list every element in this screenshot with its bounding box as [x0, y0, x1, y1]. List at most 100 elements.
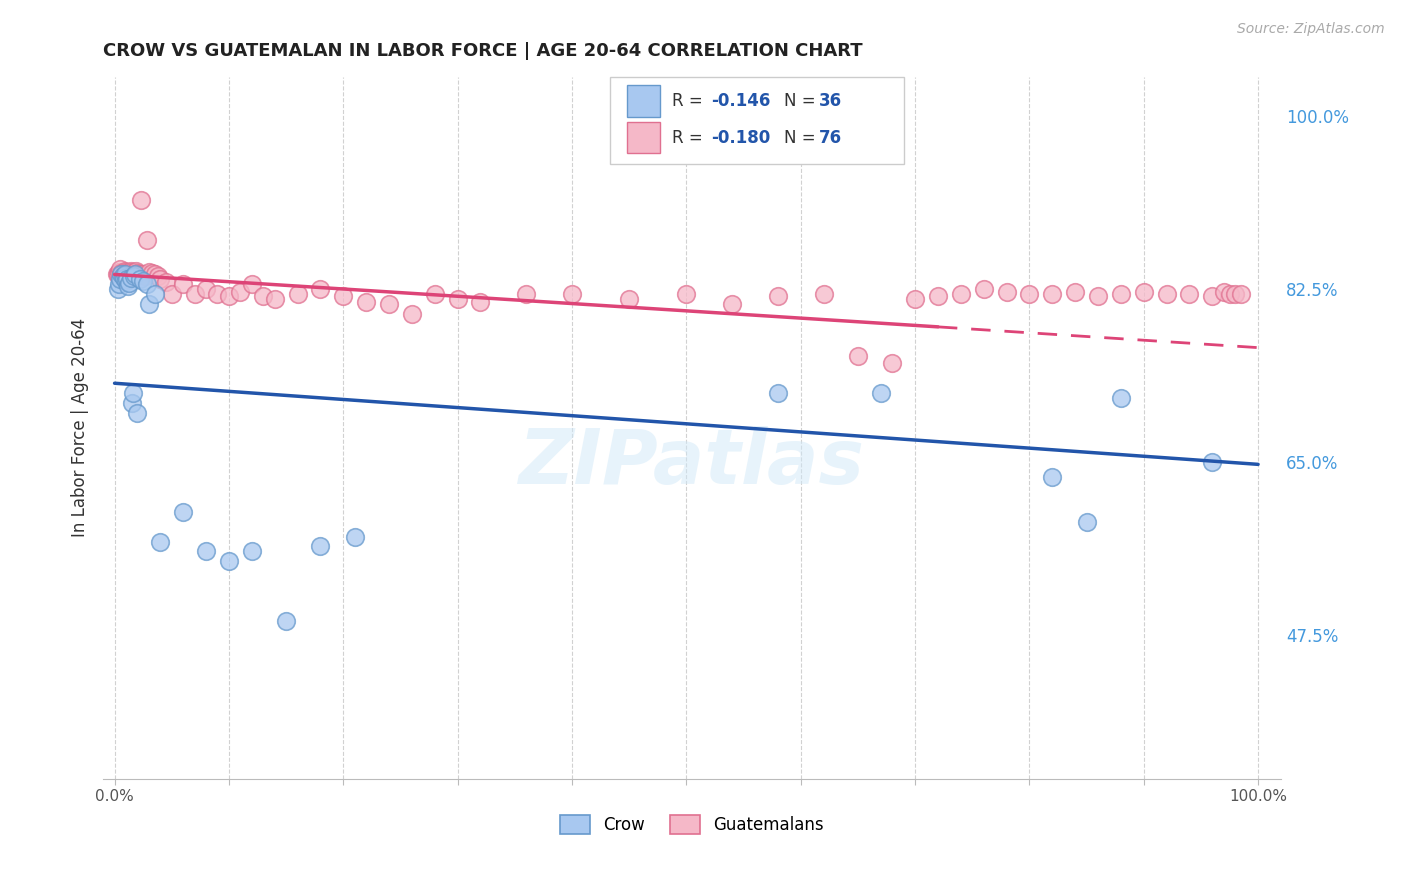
Point — [446, 292, 468, 306]
Point — [117, 268, 139, 282]
Point — [904, 292, 927, 306]
Point — [869, 386, 891, 401]
Point — [1109, 391, 1132, 405]
Point — [110, 267, 132, 281]
Text: 76: 76 — [820, 128, 842, 146]
Point — [115, 265, 138, 279]
Point — [343, 530, 366, 544]
Point — [132, 274, 155, 288]
Point — [107, 282, 129, 296]
Point — [124, 265, 146, 279]
Point — [115, 272, 138, 286]
Point — [1201, 455, 1223, 469]
Point — [240, 277, 263, 292]
Text: R =: R = — [672, 128, 709, 146]
Text: R =: R = — [672, 92, 709, 111]
Point — [354, 295, 377, 310]
Text: N =: N = — [785, 92, 821, 111]
Point — [121, 265, 143, 279]
Point — [846, 349, 869, 363]
Point — [1178, 287, 1201, 301]
Point — [515, 287, 537, 301]
Point — [127, 267, 149, 281]
Point — [128, 272, 150, 286]
FancyBboxPatch shape — [627, 122, 661, 153]
Point — [332, 289, 354, 303]
Point — [1212, 285, 1234, 300]
Point — [1040, 470, 1063, 484]
FancyBboxPatch shape — [610, 77, 904, 164]
Point — [973, 282, 995, 296]
Point — [1109, 287, 1132, 301]
Point — [110, 268, 132, 282]
Point — [128, 268, 150, 282]
Point — [129, 193, 152, 207]
Text: -0.146: -0.146 — [711, 92, 770, 111]
Text: 36: 36 — [820, 92, 842, 111]
Point — [1218, 287, 1240, 301]
Legend: Crow, Guatemalans: Crow, Guatemalans — [560, 814, 824, 834]
Point — [274, 614, 297, 628]
Point — [114, 268, 136, 282]
Point — [121, 268, 143, 282]
Point — [766, 289, 789, 303]
Text: N =: N = — [785, 128, 821, 146]
Point — [401, 307, 423, 321]
Point — [132, 268, 155, 282]
Point — [287, 287, 309, 301]
Point — [183, 287, 205, 301]
Point — [675, 287, 697, 301]
Point — [195, 282, 218, 296]
Text: Source: ZipAtlas.com: Source: ZipAtlas.com — [1237, 22, 1385, 37]
Point — [949, 287, 972, 301]
Point — [423, 287, 446, 301]
Point — [141, 267, 163, 281]
Point — [118, 277, 141, 291]
Point — [112, 269, 135, 284]
Point — [124, 268, 146, 282]
Point — [105, 268, 128, 282]
Point — [122, 269, 145, 284]
Point — [143, 268, 166, 282]
Point — [155, 276, 177, 290]
Point — [149, 534, 172, 549]
Point — [114, 264, 136, 278]
Point — [115, 274, 138, 288]
Point — [111, 268, 134, 283]
Point — [120, 264, 142, 278]
Point — [143, 287, 166, 301]
Point — [110, 272, 132, 286]
Text: ZIPatlas: ZIPatlas — [519, 425, 865, 500]
Point — [127, 406, 149, 420]
Point — [135, 277, 157, 292]
Point — [617, 292, 640, 306]
Point — [172, 505, 194, 519]
Point — [138, 297, 160, 311]
Point — [138, 265, 160, 279]
Point — [309, 282, 332, 296]
Point — [120, 271, 142, 285]
Point — [108, 277, 131, 292]
Point — [813, 287, 835, 301]
Point — [470, 295, 492, 310]
Text: CROW VS GUATEMALAN IN LABOR FORCE | AGE 20-64 CORRELATION CHART: CROW VS GUATEMALAN IN LABOR FORCE | AGE … — [103, 42, 863, 60]
Point — [134, 269, 156, 284]
Point — [172, 277, 194, 292]
Point — [1201, 289, 1223, 303]
Point — [107, 268, 129, 282]
Point — [195, 544, 218, 558]
Point — [118, 269, 141, 284]
Point — [125, 264, 148, 278]
Point — [309, 540, 332, 554]
Point — [110, 262, 132, 277]
Point — [207, 287, 229, 301]
Point — [1230, 287, 1253, 301]
Point — [721, 297, 744, 311]
Point — [1064, 285, 1087, 300]
Point — [146, 269, 169, 284]
Point — [1018, 287, 1040, 301]
Point — [378, 297, 401, 311]
Point — [117, 279, 139, 293]
Point — [263, 292, 285, 306]
Point — [995, 285, 1018, 300]
